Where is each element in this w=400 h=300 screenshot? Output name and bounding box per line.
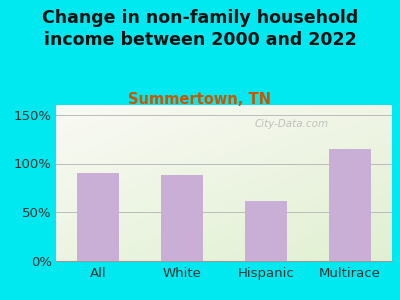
Bar [161,175,203,261]
Bar [245,200,287,261]
Bar [77,173,119,261]
Bar [329,149,371,261]
Text: Summertown, TN: Summertown, TN [128,92,272,106]
Text: Change in non-family household
income between 2000 and 2022: Change in non-family household income be… [42,9,358,49]
Text: City-Data.com: City-Data.com [254,119,328,129]
